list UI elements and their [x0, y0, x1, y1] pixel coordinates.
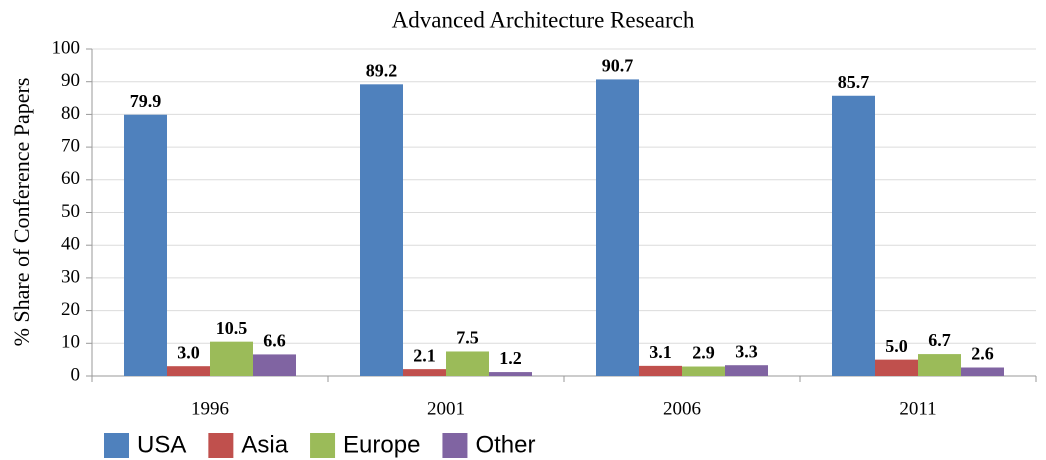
bar — [360, 84, 403, 376]
chart-title: Advanced Architecture Research — [392, 7, 695, 32]
data-label: 3.0 — [177, 342, 200, 362]
data-label: 3.3 — [735, 341, 758, 361]
bar — [446, 351, 489, 376]
bar — [596, 79, 639, 376]
y-tick-label: 20 — [61, 299, 80, 320]
bar — [403, 369, 446, 376]
bar — [961, 367, 1004, 376]
data-label: 85.7 — [838, 72, 870, 92]
x-tick-label: 2011 — [899, 398, 936, 419]
bar — [875, 359, 918, 376]
y-tick-label: 50 — [61, 201, 80, 222]
bar — [725, 365, 768, 376]
legend-swatch — [208, 433, 234, 458]
bar — [124, 114, 167, 377]
legend-label: USA — [137, 431, 186, 458]
bar — [210, 341, 253, 376]
bar — [167, 366, 210, 376]
data-label: 10.5 — [216, 318, 248, 338]
legend-swatch — [442, 433, 468, 458]
x-tick-label: 2006 — [663, 398, 701, 419]
y-tick-label: 70 — [61, 135, 80, 156]
data-label: 3.1 — [649, 342, 672, 362]
data-label: 90.7 — [602, 56, 634, 76]
y-tick-label: 60 — [61, 168, 80, 189]
y-axis-label: % Share of Conference Papers — [9, 78, 34, 347]
bar — [918, 354, 961, 376]
data-label: 2.9 — [692, 343, 715, 363]
bar — [489, 372, 532, 376]
bar — [682, 366, 725, 376]
data-label: 6.7 — [928, 330, 951, 350]
y-tick-label: 30 — [61, 266, 80, 287]
legend-label: Europe — [343, 431, 420, 458]
x-tick-label: 2001 — [427, 398, 465, 419]
data-label: 79.9 — [130, 91, 162, 111]
legend-label: Other — [475, 431, 535, 458]
data-label: 7.5 — [456, 328, 479, 348]
y-tick-label: 80 — [61, 103, 80, 124]
data-label: 6.6 — [263, 331, 286, 351]
y-tick-label: 10 — [61, 332, 80, 353]
bar — [253, 354, 296, 376]
y-tick-label: 0 — [71, 364, 81, 385]
data-label: 5.0 — [885, 336, 908, 356]
data-label: 1.2 — [499, 348, 522, 368]
legend-swatch — [104, 433, 129, 458]
data-label: 2.6 — [971, 344, 994, 364]
legend-label: Asia — [241, 431, 288, 458]
legend-swatch — [310, 433, 336, 458]
y-tick-label: 90 — [61, 70, 80, 91]
y-tick-label: 40 — [61, 234, 80, 255]
y-tick-label: 100 — [52, 37, 81, 58]
data-label: 2.1 — [413, 345, 436, 365]
bar — [639, 365, 682, 376]
x-tick-label: 1996 — [191, 398, 229, 419]
data-label: 89.2 — [366, 60, 398, 80]
bar — [832, 95, 875, 377]
